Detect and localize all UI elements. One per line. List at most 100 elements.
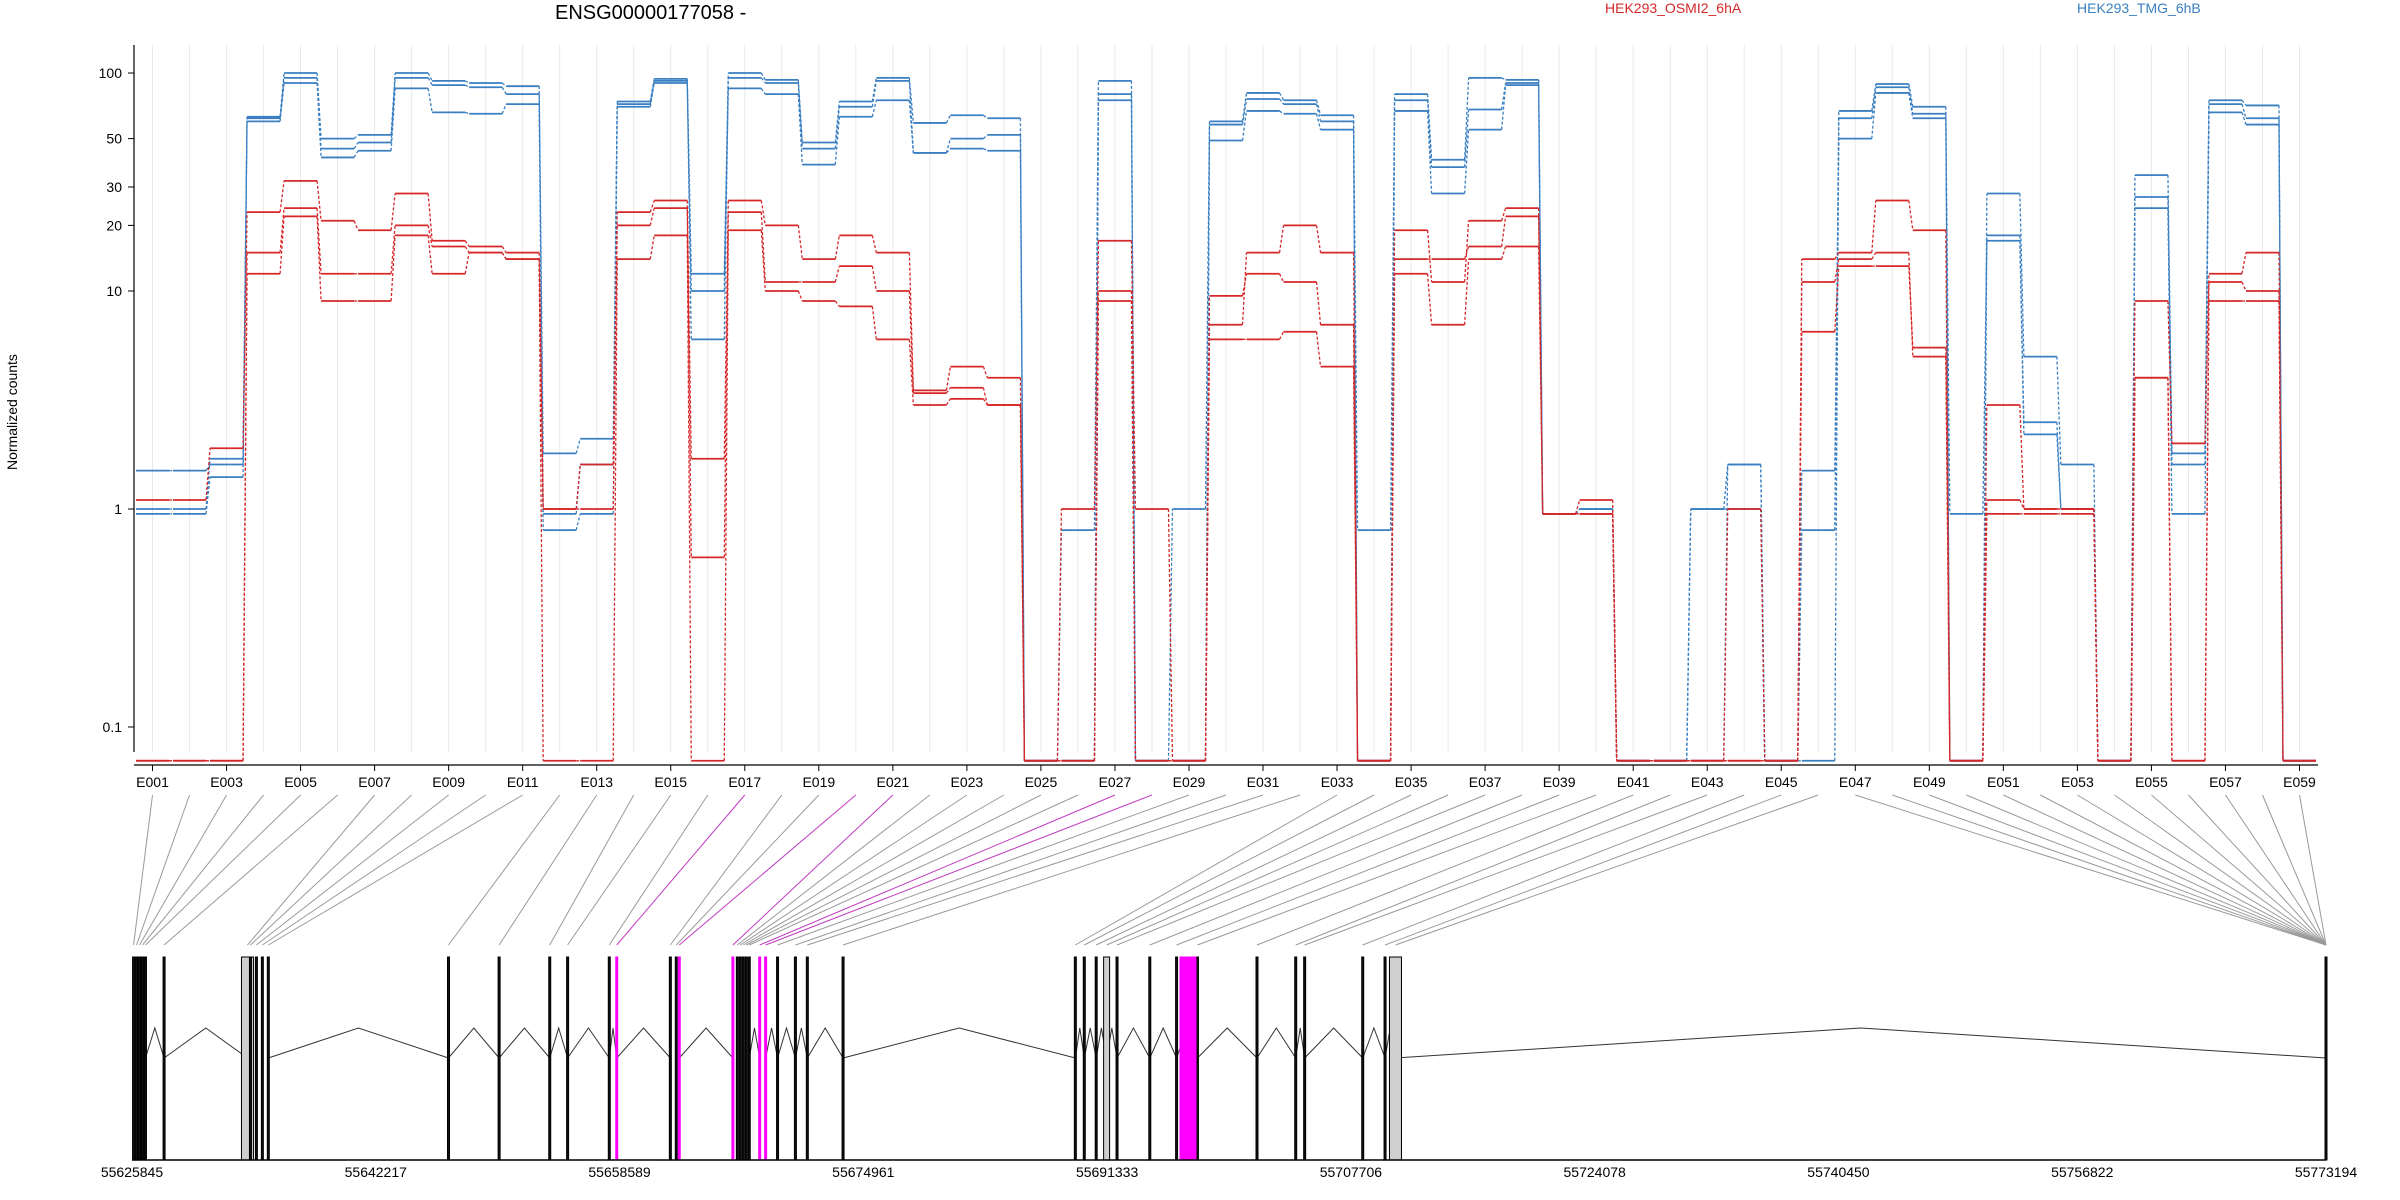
series-connector — [2056, 356, 2062, 465]
exon-connector — [1075, 794, 1338, 946]
series-connector — [908, 100, 915, 153]
series-connector — [2019, 193, 2025, 357]
series-connector — [1500, 85, 1507, 130]
exon-block — [1148, 956, 1152, 1161]
series-connector — [649, 200, 655, 213]
exon-connector — [1966, 794, 2327, 946]
series-connector — [2019, 240, 2025, 435]
exon-block — [1175, 956, 1179, 1161]
exon-connector — [1197, 794, 1597, 946]
x-tick-label: E041 — [1617, 774, 1650, 790]
exon-block — [1383, 956, 1387, 1161]
exon-connector — [250, 794, 412, 946]
y-tick-label: 30 — [106, 179, 122, 195]
exon-connector — [795, 794, 1227, 946]
series-connector — [834, 300, 840, 307]
exon-connector — [2040, 794, 2327, 946]
exon-block — [615, 956, 619, 1161]
series-connector — [575, 513, 581, 531]
genomic-tick-label: 55658589 — [588, 1164, 651, 1180]
exon-block — [1361, 956, 1365, 1161]
genomic-tick-label: 55773194 — [2295, 1164, 2358, 1180]
series-connector — [982, 366, 989, 378]
series-connector — [279, 216, 285, 274]
series-connector — [501, 86, 507, 95]
x-tick-label: E029 — [1173, 774, 1206, 790]
series-connector — [1130, 94, 1137, 761]
series-connector — [1463, 77, 1470, 160]
exon-block — [266, 956, 270, 1161]
exon-connector — [2188, 794, 2327, 946]
exon-connector — [1176, 794, 1560, 946]
exon-block — [162, 956, 166, 1161]
x-tick-label: E035 — [1395, 774, 1428, 790]
exon-connector — [1855, 794, 2327, 946]
series-connector — [1463, 129, 1470, 194]
exon-connector — [777, 794, 1190, 946]
intron-line — [678, 1027, 734, 1059]
series-connector — [945, 398, 951, 406]
exon-connector — [1929, 794, 2327, 946]
x-tick-label: E037 — [1469, 774, 1502, 790]
series-connector — [649, 207, 655, 226]
intron-line — [268, 1027, 449, 1059]
exon-connector — [262, 794, 486, 946]
series-connector — [316, 216, 322, 302]
series-connector — [1426, 273, 1433, 325]
exon-connector — [675, 794, 820, 946]
intron-line — [144, 1026, 165, 1059]
series-connector — [1871, 252, 1877, 260]
exon-connector — [746, 794, 1042, 946]
intron-line — [616, 1027, 671, 1059]
legend-entry-tmg: HEK293_TMG_6hB — [2077, 0, 2201, 16]
x-tick-label: E017 — [728, 774, 761, 790]
series-connector — [2278, 300, 2284, 761]
exon-connector — [732, 794, 894, 946]
series-connector — [390, 225, 396, 274]
exon-block — [674, 956, 678, 1161]
series-connector — [279, 180, 285, 213]
intron-line — [448, 1027, 500, 1059]
exon-connector — [567, 794, 672, 946]
series-connector — [1130, 100, 1137, 761]
series-connector — [649, 80, 655, 105]
series-connector — [1908, 83, 1914, 107]
exon-block — [758, 956, 762, 1161]
series-connector — [464, 111, 470, 115]
genomic-tick-label: 55625845 — [101, 1164, 164, 1180]
genomic-tick-label: 55740450 — [1807, 1164, 1870, 1180]
exon-block — [677, 956, 681, 1161]
series-connector — [871, 235, 877, 253]
series-connector — [908, 290, 915, 394]
series-connector — [316, 180, 322, 221]
exon-block — [1303, 956, 1307, 1161]
exon-connector — [759, 794, 1116, 946]
series-connector — [723, 88, 729, 292]
y-tick-label: 0.1 — [103, 719, 123, 735]
series-connector — [1426, 230, 1433, 283]
series-connector — [464, 84, 470, 88]
exon-block — [143, 956, 147, 1161]
series-connector — [760, 77, 766, 84]
series-connector — [538, 259, 544, 761]
series-connector — [2204, 112, 2210, 514]
x-tick-label: E053 — [2061, 774, 2094, 790]
exon-connector — [256, 794, 449, 946]
series-connector — [1982, 404, 1988, 761]
series-connector — [2019, 499, 2025, 510]
series-connector — [945, 387, 951, 394]
exon-connector — [807, 794, 1264, 946]
series-connector — [501, 252, 507, 260]
series-connector — [390, 88, 396, 151]
x-tick-label: E003 — [210, 774, 243, 790]
y-tick-label: 1 — [114, 501, 122, 517]
exon-connector — [163, 794, 338, 946]
series-connector — [1501, 207, 1507, 221]
series-connector — [834, 106, 840, 149]
series-connector — [1797, 331, 1803, 761]
exon-block — [1388, 956, 1402, 1161]
exon-block — [132, 956, 136, 1161]
x-tick-label: E021 — [876, 774, 909, 790]
y-axis-label: Normalized counts — [4, 354, 20, 470]
exon-connector — [2298, 794, 2327, 946]
